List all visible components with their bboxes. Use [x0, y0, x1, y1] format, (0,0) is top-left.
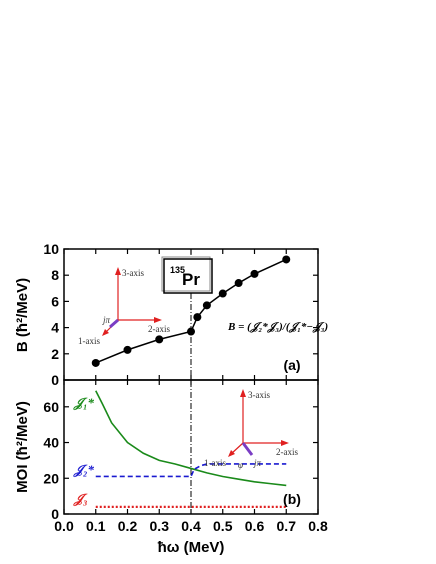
- panel-a-data-point: [155, 335, 164, 344]
- panel-a-ytick-label: 4: [51, 320, 59, 336]
- panel-a-ytick-label: 2: [51, 346, 59, 362]
- inset-b-phi: φ: [238, 460, 243, 470]
- panel-b-ytick-label: 20: [43, 470, 59, 486]
- panel-b-ylabel: MOI (ħ²/MeV): [14, 401, 31, 493]
- panel-b-ytick-label: 40: [43, 435, 59, 451]
- panel-a-ytick-label: 0: [51, 372, 59, 388]
- inset-b-j: jπ: [253, 458, 262, 468]
- panel-a-ylabel: B (ħ²/MeV): [14, 278, 31, 352]
- panel-a-data-point: [187, 327, 195, 336]
- panel-b-inset: 3-axis 2-axis 1-axis jπ φ: [204, 389, 298, 470]
- panel-a-data-point: [282, 255, 291, 264]
- nucleus-mass: 135: [170, 265, 185, 275]
- series-j1-label: 𝒥₁*: [73, 395, 95, 411]
- panel-a-data-point: [91, 358, 100, 367]
- data-layer: [91, 255, 291, 508]
- inset-b-axis2: 2-axis: [276, 447, 298, 457]
- nucleus-box: [161, 256, 211, 292]
- panel-b-ytick-label: 60: [43, 399, 59, 415]
- panel-a-ytick-label: 8: [51, 267, 59, 283]
- inset-a-axis1: 1-axis: [78, 336, 100, 346]
- panel-b-xtick-label: 0.1: [86, 518, 106, 534]
- panel-a-ytick-label: 10: [43, 241, 59, 257]
- panel-b-series-line-1: [95, 463, 287, 478]
- panel-b-xtick-label: 0.0: [54, 518, 74, 534]
- inset-a-axis3: 3-axis: [122, 268, 144, 278]
- panel-b-xtick-label: 0.7: [277, 518, 297, 534]
- inset-a-axis2: 2-axis: [148, 324, 170, 334]
- panel-a-inset: 3-axis 2-axis 1-axis jπ: [78, 267, 170, 346]
- panel-b-xtick-label: 0.3: [150, 518, 170, 534]
- panel-a-label: (a): [283, 357, 300, 373]
- panel-a-data-point: [193, 313, 202, 322]
- panel-a-ytick-label: 6: [51, 293, 59, 309]
- panel-b-xtick-label: 0.4: [181, 518, 201, 534]
- panel-a-series-line: [95, 258, 287, 364]
- panel-b-xtick-label: 0.5: [213, 518, 233, 534]
- nucleus-symbol: Pr: [182, 270, 200, 289]
- inset-b-axis1: 1-axis: [204, 458, 226, 468]
- panel-b-xtick-label: 0.6: [245, 518, 265, 534]
- nucleus-box-shadow: [163, 258, 213, 294]
- panel-b-series-line-0: [95, 390, 287, 487]
- panel-a-formula: B = (𝒥₂*𝒥₃)/(𝒥₁*−𝒥₃): [227, 321, 328, 333]
- inset-b-axis3: 3-axis: [248, 390, 270, 400]
- panel-a-data-point: [202, 301, 211, 310]
- ticks-layer: 0 2 4 6 8 10 0 20 40 60 0.0 0.1 0.2 0.3 0.4 0.5 0.6 0.7 0.…: [43, 241, 328, 534]
- panel-b-xtick-label: 0.2: [118, 518, 138, 534]
- panel-a-data-point: [123, 345, 132, 354]
- panel-b-label: (b): [283, 491, 301, 507]
- panel-a-data-point: [218, 289, 227, 298]
- panel-b-xlabel: ħω (MeV): [158, 539, 225, 556]
- panel-a-data-point: [250, 269, 259, 278]
- inset-a-j: jπ: [102, 315, 111, 325]
- series-j2-label: 𝒥₂*: [73, 462, 95, 478]
- series-j3-label: 𝒥₃: [73, 491, 88, 507]
- panel-a-data-point: [234, 279, 243, 288]
- panel-b-ytick-label: 0: [51, 506, 59, 522]
- panel-b-xtick-label: 0.8: [308, 518, 328, 534]
